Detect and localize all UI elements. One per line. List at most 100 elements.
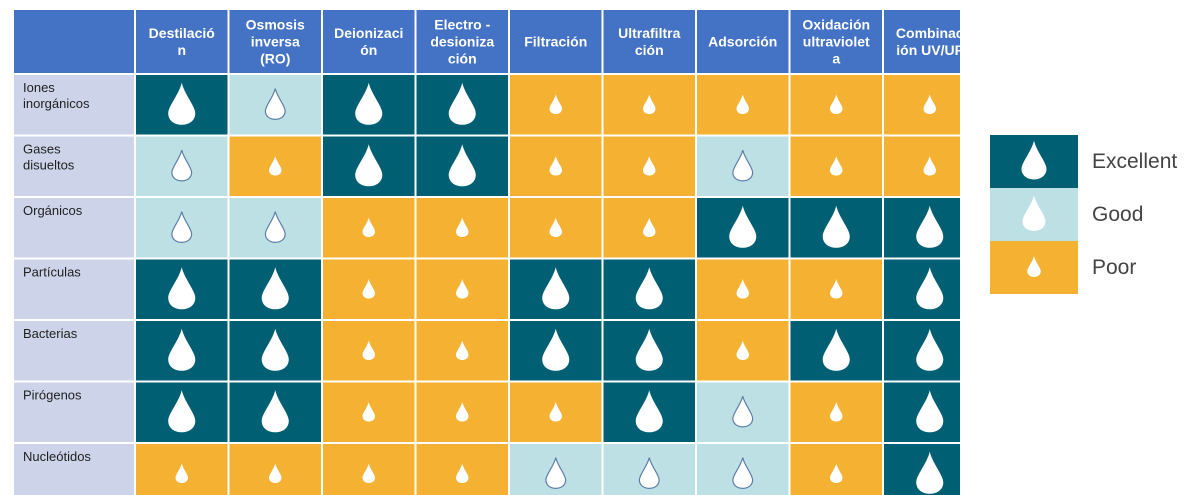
table-row-6: Nucleótidos xyxy=(14,444,960,495)
column-header-text: Filtración xyxy=(524,34,587,50)
drop-icon-excellent xyxy=(916,205,944,248)
row-label-text: Pirógenos xyxy=(23,388,82,403)
header-corner-cell xyxy=(14,10,134,73)
row-label-bg xyxy=(14,136,134,196)
drop-icon-excellent xyxy=(822,205,850,248)
legend-item-good: Good xyxy=(990,188,1200,241)
drop-icon-excellent xyxy=(168,267,196,310)
drop-icon-poor xyxy=(269,463,282,483)
drop-icon-excellent xyxy=(916,267,944,310)
drop-icon-poor xyxy=(923,156,936,176)
drop-icon-poor xyxy=(643,217,656,237)
rating-matrix: DestilaciónOsmosisinversa(RO)Deionizació… xyxy=(14,10,960,495)
drop-icon-excellent xyxy=(168,328,196,371)
drop-icon-poor xyxy=(923,94,936,114)
drop-icon-poor xyxy=(269,156,282,176)
drop-icon-good xyxy=(545,457,567,489)
column-header-text: ción xyxy=(635,42,664,58)
drop-icon-poor xyxy=(456,402,469,422)
drop-icon-poor xyxy=(549,94,562,114)
column-header-text: a xyxy=(832,51,840,67)
column-header-text: Deionizaci xyxy=(334,25,403,41)
row-label-bg xyxy=(14,198,134,258)
drop-icon-poor xyxy=(830,402,843,422)
legend-swatch xyxy=(990,135,1078,188)
drop-icon-poor xyxy=(362,402,375,422)
column-header-text: Osmosis xyxy=(246,17,305,33)
rating-cell-r1-c8 xyxy=(884,136,960,196)
column-header-text: (RO) xyxy=(260,51,290,67)
column-header-bg xyxy=(697,10,789,73)
column-header-text: ión UV/UF xyxy=(896,42,960,58)
drop-icon-good xyxy=(732,395,754,428)
drop-icon-good xyxy=(638,457,660,489)
row-label-text: Gases xyxy=(23,142,61,157)
column-header-bg xyxy=(229,10,321,73)
drop-icon-excellent xyxy=(635,267,663,310)
row-label-text: Orgánicos xyxy=(23,203,83,218)
drop-icon-poor xyxy=(362,463,375,483)
drop-icon-excellent xyxy=(355,144,383,187)
legend-item-excellent: Excellent xyxy=(990,135,1200,188)
column-header-text: Adsorción xyxy=(708,34,777,50)
legend: Excellent Good Poor xyxy=(990,135,1200,294)
row-label-bg xyxy=(14,259,134,319)
drop-icon-poor xyxy=(362,279,375,299)
drop-icon-poor xyxy=(456,279,469,299)
drop-icon-poor xyxy=(736,94,749,114)
drop-icon-poor xyxy=(549,156,562,176)
drop-icon-excellent xyxy=(448,144,476,187)
table-row-2: Orgánicos xyxy=(14,198,960,258)
legend-label: Poor xyxy=(1092,256,1137,279)
row-label-text: disueltos xyxy=(23,158,75,173)
drop-icon-poor xyxy=(362,340,375,360)
row-label-bg xyxy=(14,75,134,135)
drop-icon-poor xyxy=(830,94,843,114)
drop-icon-poor xyxy=(362,217,375,237)
drop-icon-poor xyxy=(736,340,749,360)
drop-icon-excellent xyxy=(355,82,383,125)
row-label-bg xyxy=(14,444,134,495)
column-header-text: Combinac xyxy=(896,25,960,41)
drop-icon-poor xyxy=(456,217,469,237)
drop-icon-poor xyxy=(549,217,562,237)
legend-swatch xyxy=(990,188,1078,241)
drop-icon-excellent xyxy=(261,267,289,310)
column-header-6: Adsorción xyxy=(697,10,789,73)
drop-icon-poor xyxy=(175,463,188,483)
column-header-text: Destilació xyxy=(149,25,215,41)
drop-icon-good xyxy=(171,149,193,182)
drop-icon-excellent xyxy=(635,328,663,371)
drop-icon-good xyxy=(264,88,286,120)
column-header-4: Filtración xyxy=(510,10,602,73)
table-row-4: Bacterias xyxy=(14,321,960,381)
row-label-text: Partículas xyxy=(23,265,81,280)
drop-icon-poor xyxy=(830,156,843,176)
column-header-text: Ultrafiltra xyxy=(618,25,680,41)
column-header-bg xyxy=(790,10,882,73)
drop-icon-good xyxy=(171,211,193,243)
column-header-text: ultraviolet xyxy=(803,34,870,50)
drop-icon-excellent xyxy=(261,390,289,433)
drop-icon-good xyxy=(732,149,754,182)
column-header-text: n xyxy=(177,42,186,58)
drop-icon-excellent xyxy=(448,82,476,125)
drop-icon-poor xyxy=(549,402,562,422)
table-row-5: Pirógenos xyxy=(14,382,960,442)
row-label-text: Bacterias xyxy=(23,326,78,341)
row-label-bg xyxy=(14,321,134,381)
drop-icon-excellent xyxy=(916,451,944,494)
drop-icon-poor xyxy=(643,156,656,176)
drop-icon-poor xyxy=(830,279,843,299)
drop-icon-poor xyxy=(456,463,469,483)
drop-icon-excellent xyxy=(542,267,570,310)
drop-icon-excellent xyxy=(822,328,850,371)
legend-swatch xyxy=(990,241,1078,294)
drop-icon-good xyxy=(1022,195,1046,231)
drop-icon-excellent xyxy=(1021,140,1047,180)
